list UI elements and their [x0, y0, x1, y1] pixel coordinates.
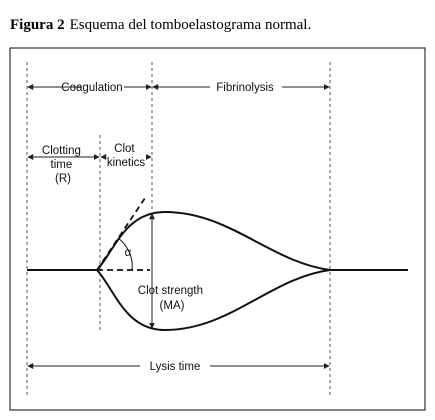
- line: Clot strength: [138, 285, 203, 297]
- guides: [26, 62, 331, 398]
- line: Clot: [114, 143, 135, 155]
- line: kinetics: [107, 157, 146, 169]
- alpha-label: α: [125, 247, 132, 259]
- frame: [9, 47, 426, 411]
- angle-construction: [96, 197, 150, 271]
- coagulation-label: Coagulation: [61, 82, 122, 94]
- lysis-time-label: Lysis time: [150, 361, 201, 373]
- caption-text: Esquema del tomboelastograma normal.: [70, 17, 312, 33]
- teg-trace: [27, 210, 408, 332]
- line: Clotting: [42, 145, 81, 157]
- clotting-time-label: Clotting time (R): [42, 145, 84, 185]
- line: (MA): [160, 300, 185, 312]
- clot-strength-label: Clot strength (MA): [138, 285, 206, 312]
- fibrinolysis-label: Fibrinolysis: [216, 82, 274, 94]
- caption-label: Figura 2: [10, 17, 65, 33]
- clot-kinetics-label: Clot kinetics: [107, 143, 146, 169]
- line: time: [51, 159, 73, 171]
- interval-arrows: [27, 84, 330, 369]
- line: (R): [55, 173, 71, 185]
- caption: Figura 2 Esquema del tomboelastograma nor…: [10, 17, 311, 33]
